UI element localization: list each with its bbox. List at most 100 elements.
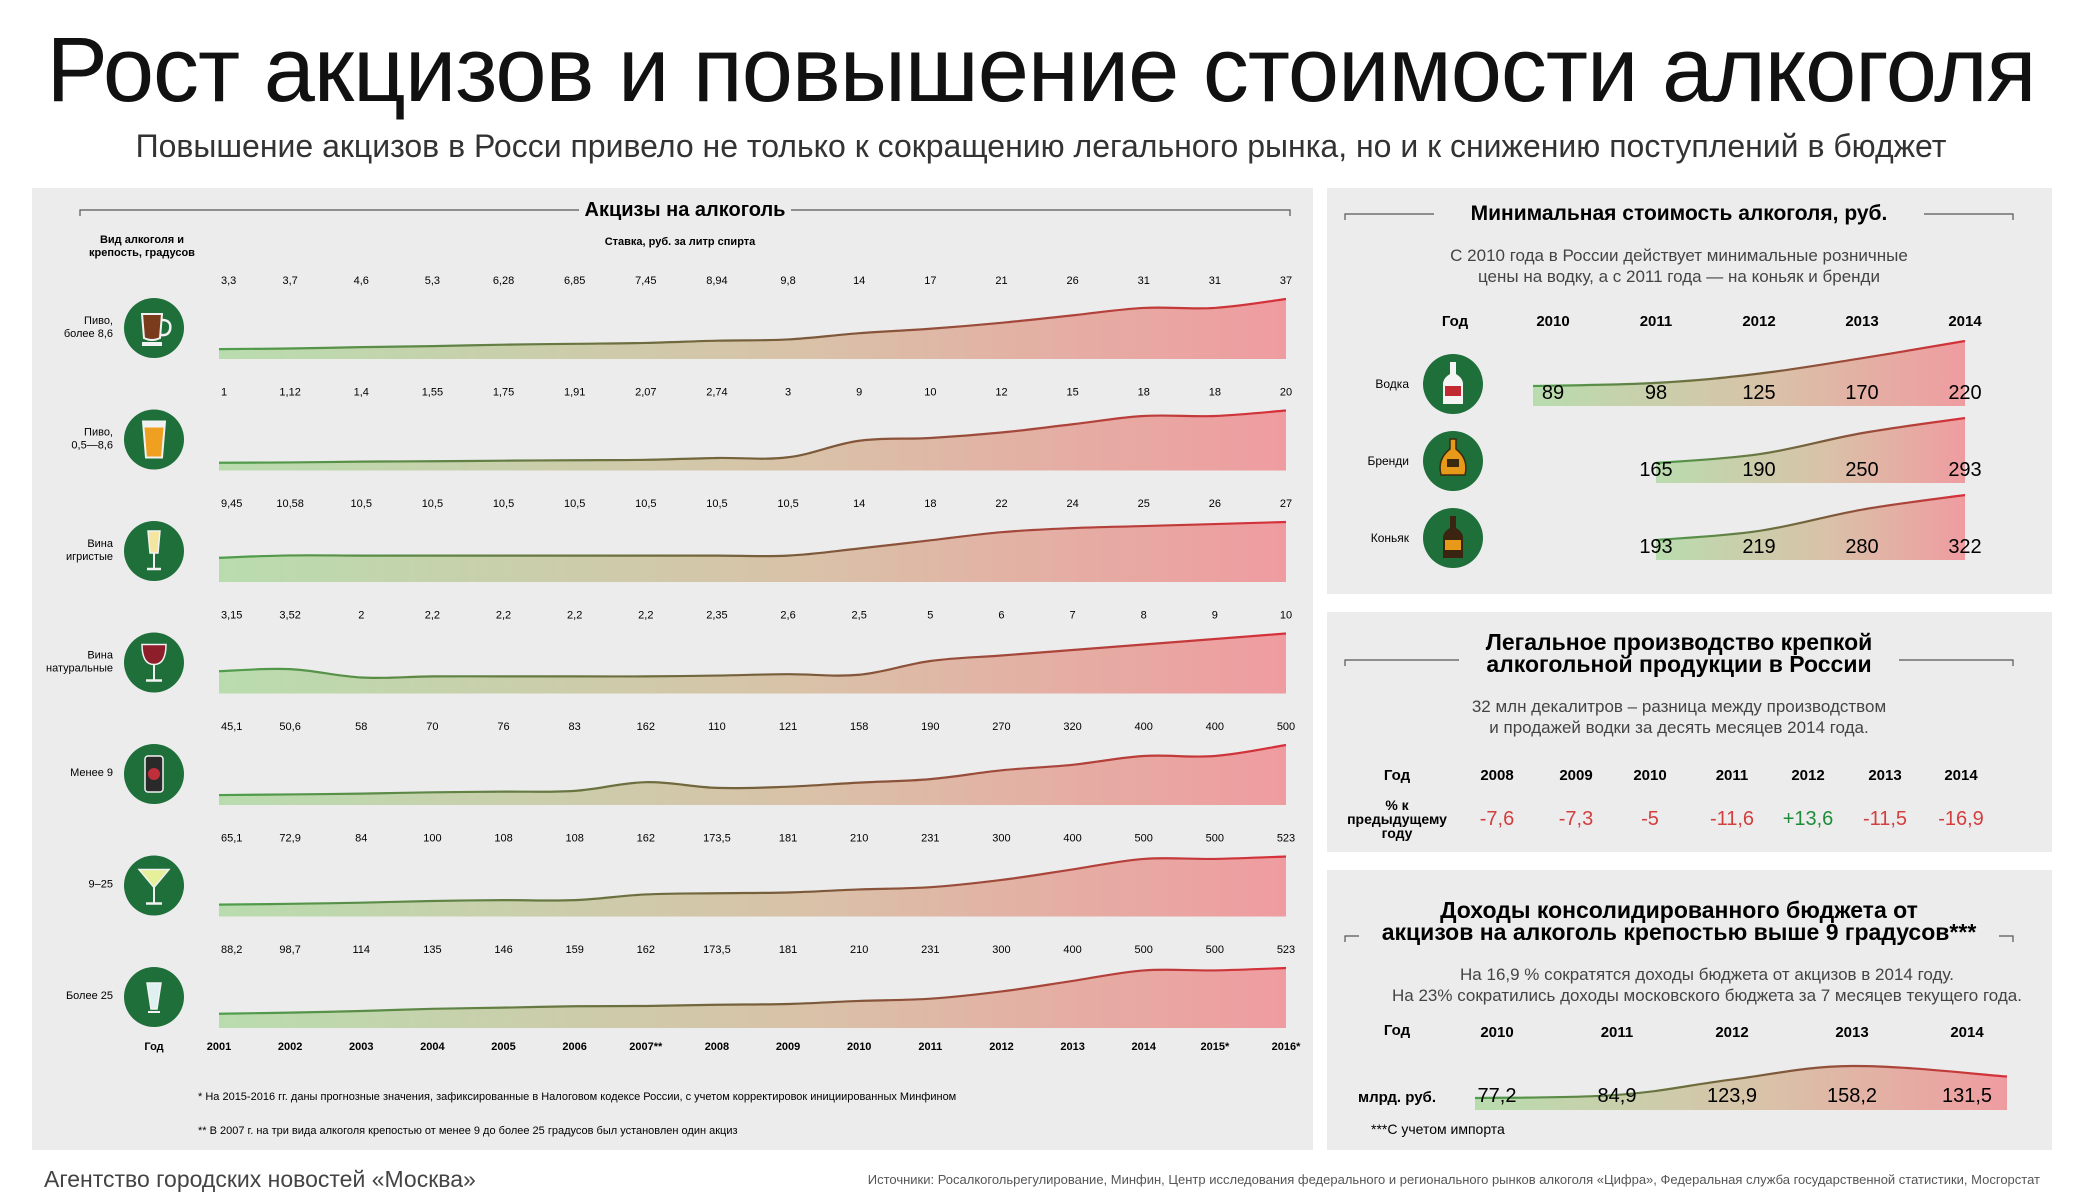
excise-value-label: 108 [494, 833, 512, 845]
excise-series-6-line [218, 966, 1287, 1015]
excise-year-tick: 2008 [705, 1041, 729, 1053]
excise-value-label: 76 [497, 721, 509, 733]
excise-value-label: 1,12 [279, 387, 300, 399]
excise-value-label: 26 [1209, 498, 1221, 510]
budget-value: 158,2 [1827, 1085, 1877, 1107]
excise-series-1-line [218, 409, 1287, 464]
excise-value-label: 3 [785, 387, 791, 399]
excise-value-label: 158 [850, 721, 868, 733]
budget-header-line-1: Доходы консолидированного бюджета от [1440, 897, 1918, 923]
col-label-type: Вид алкоголя и крепость, градусов [89, 234, 195, 259]
minprice-header: Минимальная стоимость алкоголя, руб. [1471, 202, 1888, 225]
excise-value-label: 173,5 [703, 833, 731, 845]
excise-value-label: 10,5 [422, 498, 443, 510]
excise-value-label: 1 [221, 387, 227, 399]
excise-value-label: 9 [1212, 610, 1218, 622]
budget-row-label: млрд. руб. [1358, 1089, 1436, 1106]
production-value: -7,3 [1559, 808, 1593, 830]
excise-value-label: 523 [1277, 944, 1295, 956]
excise-value-label: 25 [1138, 498, 1150, 510]
excise-value-label: 108 [565, 833, 583, 845]
excise-series-name: Вина натуральные [46, 650, 114, 675]
minprice-bottle-vodka-icon [1423, 354, 1483, 414]
budget-value: 123,9 [1707, 1085, 1757, 1107]
budget-header-rule [1344, 935, 2014, 942]
excise-year-tick: 2010 [847, 1041, 871, 1053]
minprice-value-label: 250 [1845, 459, 1878, 481]
production-year-label: Год [1384, 767, 1411, 784]
excise-value-label: 190 [921, 721, 939, 733]
excise-value-label: 400 [1135, 721, 1153, 733]
excise-value-label: 2,5 [852, 610, 867, 622]
excise-value-label: 10,5 [351, 498, 372, 510]
production-header-rule [1344, 659, 2014, 666]
production-year-tick: 2012 [1791, 767, 1824, 784]
budget-chart: Доходы консолидированного бюджета отакци… [1344, 897, 2022, 1137]
excise-value-label: 162 [637, 944, 655, 956]
minprice-series-name: Бренди [1367, 454, 1409, 468]
production-year-tick: 2013 [1868, 767, 1901, 784]
excise-series-0-area [219, 299, 1286, 359]
minprice-year-label: Год [1442, 313, 1469, 330]
excise-year-tick: 2006 [562, 1041, 586, 1053]
production-value: -5 [1641, 808, 1659, 830]
minprice-value-label: 170 [1845, 382, 1878, 404]
excise-value-label: 18 [1209, 387, 1221, 399]
excise-year-tick: 2005 [491, 1041, 515, 1053]
excise-value-label: 231 [921, 833, 939, 845]
excise-value-label: 5 [927, 610, 933, 622]
excise-value-label: 10,5 [635, 498, 656, 510]
excise-series-2-line [218, 520, 1287, 559]
excise-value-label: 1,75 [493, 387, 514, 399]
excise-value-label: 3,52 [279, 610, 300, 622]
production-header-line-2: алкогольной продукции в России [1486, 651, 1871, 677]
page-title: Рост акцизов и повышение стоимости алког… [46, 19, 2037, 121]
excise-series-3-line [218, 632, 1287, 680]
minprice-series-1-line [1655, 416, 1966, 465]
excise-value-label: 146 [494, 944, 512, 956]
excise-panel: Акцизы на алкоголь Вид алкоголя и крепость… [32, 188, 1313, 1150]
excise-series-name: Вина игристые [66, 538, 114, 563]
budget-year-tick: 2011 [1601, 1024, 1634, 1041]
budget-year-tick: 2014 [1950, 1024, 1984, 1041]
minprice-year-tick: 2014 [1948, 313, 1982, 330]
excise-value-label: 320 [1063, 721, 1081, 733]
excise-value-label: 20 [1280, 387, 1292, 399]
budget-series-line [1474, 1064, 2008, 1100]
excise-value-label: 26 [1066, 275, 1078, 287]
production-value: -16,9 [1938, 808, 1984, 830]
production-value: +13,6 [1783, 808, 1834, 830]
excise-series-4-line [218, 743, 1287, 797]
minprice-series-2-line [1655, 493, 1966, 542]
excise-value-label: 270 [992, 721, 1010, 733]
excise-value-label: 110 [708, 721, 726, 733]
excise-value-label: 181 [779, 944, 797, 956]
excise-value-label: 159 [565, 944, 583, 956]
excise-icon-can-icon [124, 744, 184, 804]
excise-value-label: 31 [1209, 275, 1221, 287]
minprice-series-2-area [1656, 495, 1965, 560]
excise-value-label: 300 [992, 833, 1010, 845]
excise-value-label: 400 [1063, 833, 1081, 845]
minprice-value-label: 193 [1639, 536, 1672, 558]
excise-value-label: 7 [1070, 610, 1076, 622]
excise-year-tick: 2012 [989, 1041, 1013, 1053]
minprice-year-tick: 2011 [1640, 313, 1673, 330]
excise-value-label: 10,58 [276, 498, 304, 510]
excise-value-label: 3,3 [221, 275, 236, 287]
excise-value-label: 18 [1138, 387, 1150, 399]
excise-value-label: 114 [352, 944, 370, 956]
budget-value: 131,5 [1942, 1085, 1992, 1107]
excise-value-label: 2,6 [780, 610, 795, 622]
minprice-year-tick: 2012 [1742, 313, 1775, 330]
excise-header-rule [79, 209, 1291, 216]
minprice-value-label: 219 [1742, 536, 1775, 558]
excise-value-label: 17 [924, 275, 936, 287]
production-year-tick: 2010 [1633, 767, 1666, 784]
excise-value-label: 50,6 [279, 721, 300, 733]
budget-year-label: Год [1384, 1022, 1411, 1039]
excise-value-label: 45,1 [221, 721, 242, 733]
excise-series-5-area [219, 856, 1286, 917]
excise-value-label: 14 [853, 498, 865, 510]
excise-value-label: 2 [358, 610, 364, 622]
